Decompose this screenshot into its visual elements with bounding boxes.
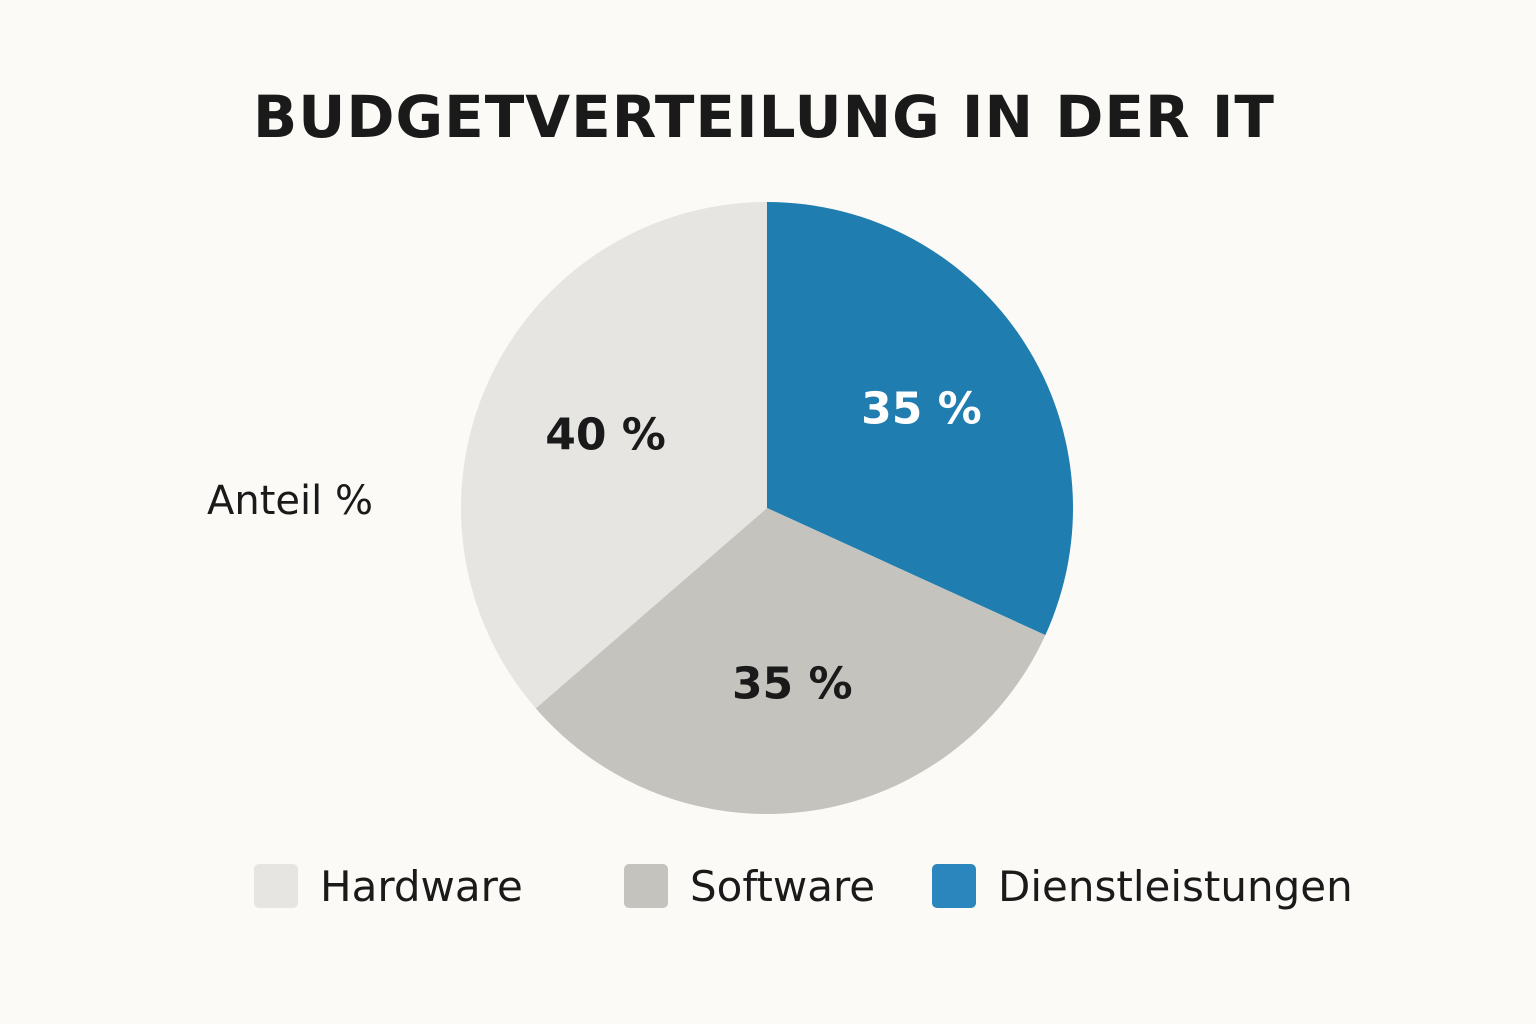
slice-label-hardware: 40 %: [545, 409, 666, 460]
legend-swatch-software: [624, 864, 668, 908]
legend: Hardware Software Dienstleistungen: [254, 862, 1353, 911]
pie-slice-software: [535, 508, 1046, 814]
legend-swatch-hardware: [254, 864, 298, 908]
legend-label-software: Software: [690, 862, 875, 911]
slice-label-dienstleistungen: 35 %: [861, 384, 982, 435]
legend-label-dienstleistungen: Dienstleistungen: [998, 862, 1353, 911]
pie-slices: [460, 202, 1073, 814]
slice-label-software: 35 %: [732, 659, 853, 710]
value-axis-label: Anteil %: [207, 478, 373, 524]
pie-slice-hardware: [460, 202, 767, 709]
pie-slice-dienstleistungen: [767, 202, 1073, 636]
legend-label-hardware: Hardware: [320, 862, 523, 911]
chart-title: BUDGETVERTEILUNG IN DER IT: [253, 83, 1275, 151]
legend-swatch-dienstleistungen: [932, 864, 976, 908]
slice-labels: 35 % 35 % 40 %: [545, 384, 982, 710]
